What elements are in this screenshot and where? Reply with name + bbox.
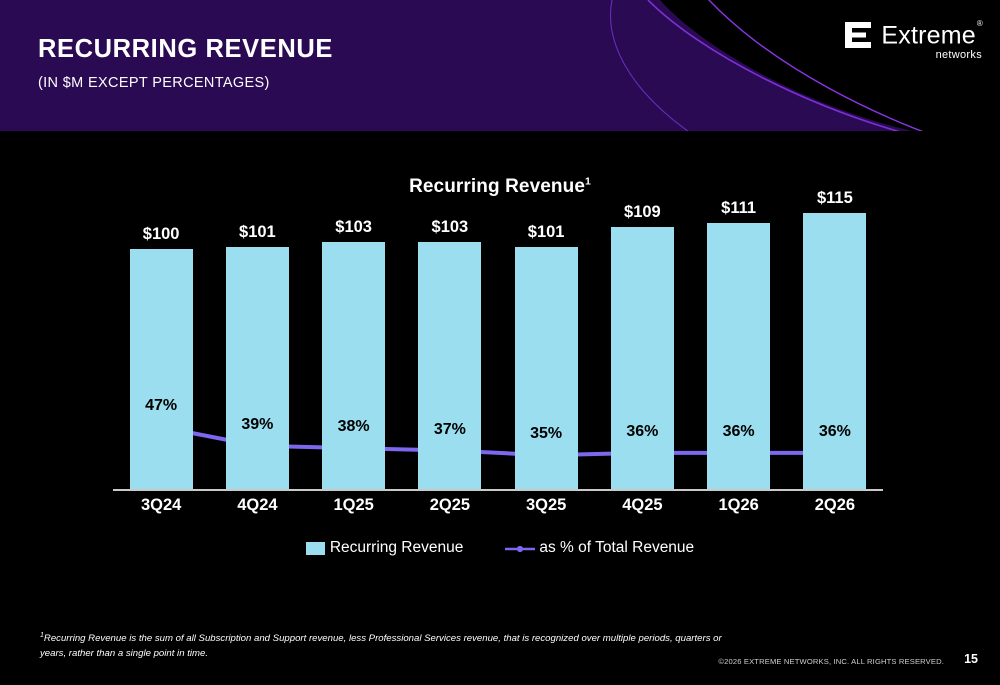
bar-value-label-2q25: $103 — [431, 217, 469, 236]
legend-line-marker-icon — [505, 542, 536, 554]
extreme-networks-logo: Extreme® networks — [844, 19, 983, 61]
chart-container: Recurring Revenue1 $100 $101 $103 $103 $101 $… — [0, 131, 1000, 601]
bar-4q24[interactable] — [225, 246, 289, 489]
legend-bar-swatch-icon — [305, 541, 325, 555]
x-axis-label-4q25: 4Q25 — [622, 496, 663, 514]
percent-label-1q26: 36% — [722, 422, 755, 440]
footnote: 1Recurring Revenue is the sum of all Sub… — [40, 632, 750, 662]
chart-title: Recurring Revenue1 — [0, 176, 1000, 198]
bar-1q26[interactable] — [707, 222, 771, 489]
percent-label-2q26: 36% — [818, 422, 851, 440]
percent-label-1q25: 38% — [337, 418, 370, 436]
x-axis-line — [113, 489, 883, 491]
percent-label-4q24: 39% — [241, 415, 274, 433]
x-axis-label-1q25: 1Q25 — [333, 496, 374, 514]
x-axis-label-3q25: 3Q25 — [525, 496, 567, 514]
percent-label-3q24: 47% — [145, 397, 178, 414]
bar-2q26[interactable] — [803, 213, 867, 489]
percent-label-2q25: 37% — [433, 420, 466, 438]
logo-wordmark-block: Extreme® networks — [881, 19, 982, 61]
x-axis-labels: 3Q24 4Q24 1Q25 2Q25 3Q25 4Q25 1Q26 2Q26 — [113, 496, 883, 526]
chart-plot-area: $100 $101 $103 $103 $101 $109 $111 $115 47% 39% 38… — [113, 131, 883, 491]
percent-label-4q25: 36% — [626, 422, 659, 440]
bar-3q24[interactable] — [129, 249, 193, 489]
footnote-marker: 1 — [40, 631, 44, 639]
x-axis-label-4q24: 4Q24 — [237, 496, 278, 514]
header-decoration — [0, 0, 924, 131]
copyright-text: ©2026 EXTREME NETWORKS, INC. ALL RIGHTS … — [718, 657, 944, 666]
x-axis-label-2q25: 2Q25 — [429, 496, 471, 514]
chart-title-superscript: 1 — [584, 175, 591, 188]
page-title: RECURRING REVENUE — [38, 35, 333, 63]
legend-bar-label: Recurring Revenue — [329, 539, 464, 556]
page-number: 15 — [964, 652, 978, 666]
x-axis-label-3q24: 3Q24 — [140, 496, 182, 514]
header-text-block: RECURRING REVENUE (IN $M EXCEPT PERCENTA… — [38, 36, 333, 91]
bar-value-label-3q24: $100 — [142, 225, 180, 243]
x-axis-label-2q26: 2Q26 — [814, 496, 856, 514]
legend-line-label: as % of Total Revenue — [539, 539, 695, 556]
footnote-text: Recurring Revenue is the sum of all Subs… — [40, 633, 722, 659]
logo-tagline: networks — [935, 49, 982, 62]
bar-value-label-4q24: $101 — [239, 222, 276, 241]
extreme-e-mark-icon — [845, 22, 872, 48]
bar-2q25[interactable] — [418, 241, 482, 489]
bar-4q25[interactable] — [610, 227, 674, 489]
bar-value-label-2q26: $115 — [816, 189, 853, 207]
chart-title-text: Recurring Revenue — [409, 176, 585, 197]
logo-wordmark: Extreme® — [881, 19, 982, 48]
bar-3q25[interactable] — [514, 246, 578, 489]
bar-1q25[interactable] — [322, 241, 386, 489]
bar-value-label-1q25: $103 — [335, 217, 372, 236]
bar-value-label-4q25: $109 — [624, 203, 661, 222]
percent-label-3q25: 35% — [530, 425, 563, 443]
x-axis-label-1q26: 1Q26 — [718, 496, 759, 514]
logo-wordmark-text: Extreme — [881, 21, 976, 50]
slide-header: RECURRING REVENUE (IN $M EXCEPT PERCENTA… — [0, 0, 1000, 131]
legend-item-percent-of-total[interactable]: as % of Total Revenue — [505, 539, 694, 557]
bar-value-label-3q25: $101 — [527, 222, 565, 241]
legend-item-recurring-revenue[interactable]: Recurring Revenue — [305, 539, 464, 557]
chart-legend: Recurring Revenue as % of Total Revenue — [0, 539, 1000, 557]
registered-mark-icon: ® — [976, 19, 983, 28]
page-subtitle: (IN $M EXCEPT PERCENTAGES) — [38, 74, 270, 91]
bar-value-label-1q26: $111 — [721, 198, 757, 217]
